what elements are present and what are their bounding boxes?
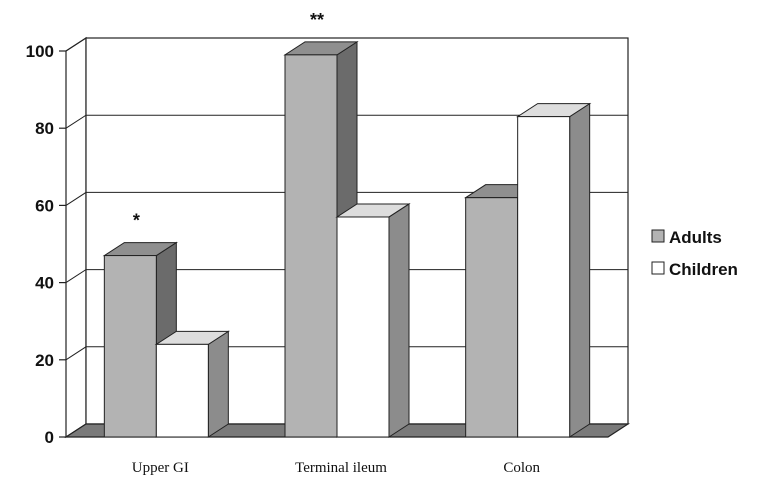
y-tick-label: 80 [35, 119, 54, 138]
bar-front [155, 343, 209, 438]
bar-side [388, 203, 410, 438]
bar-front [103, 255, 157, 438]
gridline [65, 37, 628, 52]
legend-item: Adults [651, 228, 722, 247]
bar-front [517, 116, 571, 438]
annotations: *** [133, 10, 324, 231]
side-wall [65, 36, 87, 439]
gridline [65, 346, 628, 361]
legend-swatch [651, 261, 665, 275]
legend-label: Adults [669, 228, 722, 247]
gridline [65, 191, 628, 206]
annotation-label: * [133, 211, 140, 231]
legend-swatch [651, 229, 665, 243]
bar [335, 203, 411, 438]
y-tick-label: 0 [45, 428, 54, 447]
y-tick-label: 40 [35, 274, 54, 293]
legend-label: Children [669, 260, 738, 279]
gridline [65, 269, 628, 284]
y-tick-label: 60 [35, 196, 54, 215]
bars [102, 40, 592, 438]
y-tick-label: 100 [26, 42, 54, 61]
bar [515, 102, 592, 438]
gridlines [65, 37, 628, 361]
gridline [65, 114, 628, 129]
x-tick-label: Upper GI [132, 460, 189, 476]
y-tick-label: 20 [35, 351, 54, 370]
bar-front [336, 216, 390, 438]
legend: Adults Children [651, 228, 738, 279]
y-axis-ticks: 0 20 40 60 80 100 [26, 42, 66, 447]
x-tick-label: Terminal ileum [295, 460, 387, 476]
bar-side [207, 330, 229, 438]
bar [154, 330, 231, 438]
x-axis-ticks: Upper GI Terminal ileum Colon [132, 460, 541, 476]
bar-side [569, 102, 591, 438]
legend-item: Children [651, 260, 738, 279]
x-tick-label: Colon [503, 460, 540, 476]
annotation-label: ** [310, 10, 324, 30]
bar-front [465, 197, 519, 438]
bar-front [284, 54, 338, 438]
